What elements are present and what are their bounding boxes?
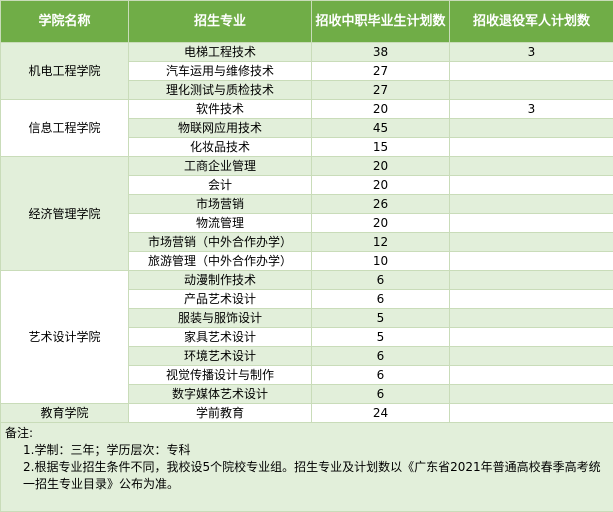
- major-cell: 市场营销: [129, 195, 312, 214]
- note-line: 1.学制：三年；学历层次：专科: [5, 442, 609, 459]
- major-cell: 市场营销（中外合作办学）: [129, 233, 312, 252]
- major-cell: 学前教育: [129, 404, 312, 423]
- major-cell: 软件技术: [129, 100, 312, 119]
- plan-cell: 20: [312, 176, 450, 195]
- major-cell: 环境艺术设计: [129, 347, 312, 366]
- major-cell: 工商企业管理: [129, 157, 312, 176]
- plan-cell: 10: [312, 252, 450, 271]
- plan-cell: 24: [312, 404, 450, 423]
- header-cell: 招收退役军人计划数: [450, 1, 613, 43]
- plan-cell: 6: [312, 290, 450, 309]
- major-cell: 汽车运用与维修技术: [129, 62, 312, 81]
- major-cell: 动漫制作技术: [129, 271, 312, 290]
- major-cell: 家具艺术设计: [129, 328, 312, 347]
- veteran-cell: [450, 347, 613, 366]
- major-cell: 旅游管理（中外合作办学）: [129, 252, 312, 271]
- major-cell: 视觉传播设计与制作: [129, 366, 312, 385]
- major-cell: 电梯工程技术: [129, 43, 312, 62]
- plan-cell: 6: [312, 366, 450, 385]
- plan-cell: 6: [312, 385, 450, 404]
- plan-cell: 26: [312, 195, 450, 214]
- veteran-cell: [450, 385, 613, 404]
- veteran-cell: [450, 366, 613, 385]
- plan-cell: 6: [312, 271, 450, 290]
- veteran-cell: [450, 81, 613, 100]
- plan-cell: 15: [312, 138, 450, 157]
- veteran-cell: [450, 176, 613, 195]
- college-cell: 教育学院: [1, 404, 129, 423]
- college-cell: 机电工程学院: [1, 43, 129, 100]
- plan-cell: 12: [312, 233, 450, 252]
- veteran-cell: [450, 157, 613, 176]
- veteran-cell: [450, 62, 613, 81]
- note-line: 2.根据专业招生条件不同，我校设5个院校专业组。招生专业及计划数以《广东省202…: [5, 459, 609, 493]
- veteran-cell: [450, 309, 613, 328]
- college-cell: 信息工程学院: [1, 100, 129, 157]
- header-cell: 学院名称: [1, 1, 129, 43]
- veteran-cell: [450, 328, 613, 347]
- major-cell: 物流管理: [129, 214, 312, 233]
- plan-cell: 5: [312, 328, 450, 347]
- major-cell: 物联网应用技术: [129, 119, 312, 138]
- veteran-cell: [450, 404, 613, 423]
- major-cell: 会计: [129, 176, 312, 195]
- plan-cell: 20: [312, 100, 450, 119]
- college-cell: 艺术设计学院: [1, 271, 129, 404]
- major-cell: 化妆品技术: [129, 138, 312, 157]
- veteran-cell: [450, 119, 613, 138]
- plan-cell: 27: [312, 81, 450, 100]
- veteran-cell: [450, 195, 613, 214]
- veteran-cell: 3: [450, 43, 613, 62]
- veteran-cell: [450, 271, 613, 290]
- header-cell: 招收中职毕业生计划数: [312, 1, 450, 43]
- plan-cell: 5: [312, 309, 450, 328]
- plan-cell: 38: [312, 43, 450, 62]
- veteran-cell: [450, 214, 613, 233]
- veteran-cell: [450, 233, 613, 252]
- major-cell: 产品艺术设计: [129, 290, 312, 309]
- major-cell: 服装与服饰设计: [129, 309, 312, 328]
- college-cell: 经济管理学院: [1, 157, 129, 271]
- major-cell: 理化测试与质检技术: [129, 81, 312, 100]
- veteran-cell: [450, 252, 613, 271]
- veteran-cell: [450, 138, 613, 157]
- plan-cell: 20: [312, 157, 450, 176]
- plan-cell: 6: [312, 347, 450, 366]
- veteran-cell: [450, 290, 613, 309]
- header-row: 学院名称招生专业招收中职毕业生计划数招收退役军人计划数: [1, 1, 613, 43]
- plan-cell: 45: [312, 119, 450, 138]
- major-cell: 数字媒体艺术设计: [129, 385, 312, 404]
- header-cell: 招生专业: [129, 1, 312, 43]
- notes-title: 备注:: [5, 425, 609, 442]
- plan-cell: 27: [312, 62, 450, 81]
- plan-cell: 20: [312, 214, 450, 233]
- veteran-cell: 3: [450, 100, 613, 119]
